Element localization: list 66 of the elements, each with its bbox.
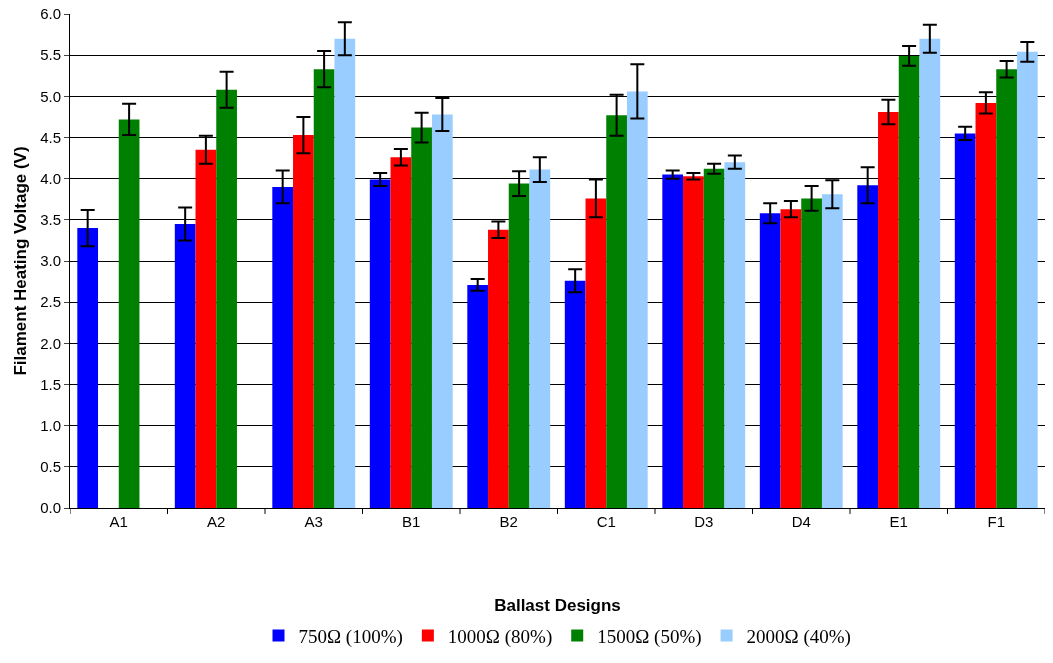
bar — [662, 174, 684, 508]
legend-label: 1500Ω (50%) — [597, 625, 702, 648]
x-tick-label: B1 — [402, 513, 421, 530]
bar — [467, 284, 489, 508]
y-axis-title: Filament Heating Voltage (V) — [11, 146, 30, 376]
y-tick-label: 5.5 — [40, 46, 61, 64]
x-tick-label: A2 — [207, 513, 226, 530]
bar — [369, 179, 391, 508]
bar — [724, 162, 746, 508]
bar — [821, 194, 843, 508]
bar — [488, 229, 509, 508]
y-tick-label: 0.0 — [40, 499, 61, 517]
y-tick-label: 1.0 — [40, 416, 61, 434]
bar — [411, 127, 432, 508]
y-tick-label: 2.0 — [40, 334, 61, 352]
bar — [293, 135, 314, 508]
x-tick-label: B2 — [499, 513, 518, 530]
bar — [626, 91, 648, 508]
legend-label: 2000Ω (40%) — [746, 625, 851, 648]
y-tick-label: 6.0 — [40, 5, 61, 23]
bar — [801, 198, 822, 508]
bar — [564, 280, 586, 508]
bar — [954, 133, 976, 508]
bar — [898, 55, 920, 508]
y-tick-label: 3.5 — [40, 211, 61, 229]
x-tick-label: E1 — [889, 513, 908, 530]
bar — [431, 114, 453, 508]
x-tick-label: F1 — [987, 513, 1006, 530]
y-tick-label: 5.0 — [40, 87, 61, 105]
y-tick-label: 4.5 — [40, 128, 61, 146]
legend-label: 750Ω (100%) — [298, 625, 403, 648]
bar — [919, 38, 941, 508]
y-tick-label: 3.0 — [40, 252, 61, 270]
x-tick-label: D3 — [694, 513, 714, 530]
bar — [334, 38, 356, 508]
y-tick-label: 1.5 — [40, 375, 61, 393]
x-tick-label: D4 — [791, 513, 811, 530]
legend-label: 1000Ω (80%) — [447, 625, 553, 648]
bar — [508, 183, 530, 508]
bar — [1016, 51, 1038, 508]
x-tick-label: A1 — [109, 513, 128, 530]
bar — [118, 119, 140, 508]
bar — [216, 89, 237, 508]
bar — [313, 69, 335, 508]
bar — [585, 198, 607, 508]
bar — [195, 149, 217, 508]
y-tick-label: 4.0 — [40, 169, 61, 187]
bar — [759, 213, 781, 508]
bar — [878, 111, 899, 508]
bar — [683, 176, 704, 508]
bar — [703, 168, 725, 508]
bar — [996, 69, 1017, 508]
bar — [174, 223, 196, 508]
x-tick-label: A3 — [304, 513, 323, 530]
x-tick-label: C1 — [596, 513, 616, 530]
x-axis-title: Ballast Designs — [494, 596, 621, 616]
bar — [529, 169, 551, 508]
y-tick-label: 2.5 — [40, 293, 61, 311]
bar — [857, 185, 879, 508]
bar — [780, 209, 802, 508]
bar — [77, 228, 99, 508]
y-tick-label: 0.5 — [40, 458, 61, 476]
bar — [606, 115, 627, 508]
bar — [272, 186, 294, 508]
bar — [975, 102, 997, 508]
bar — [390, 157, 412, 508]
